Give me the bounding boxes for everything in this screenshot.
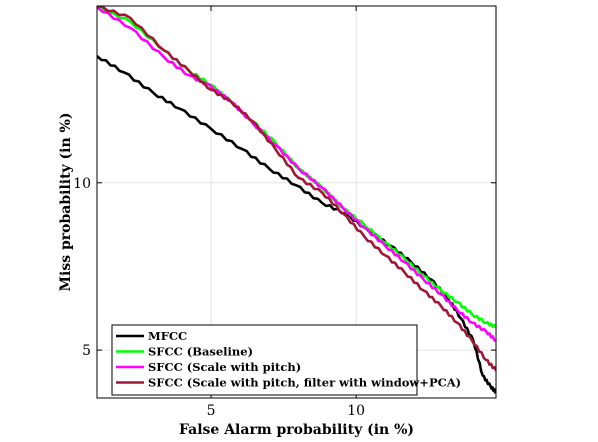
- legend-box: [111, 324, 418, 396]
- series-line-4: [97, 6, 496, 372]
- y-tick-label: 10: [73, 176, 91, 192]
- y-axis-title: Miss probability (in %): [58, 113, 74, 292]
- y-tick-label: 5: [82, 343, 91, 359]
- legend-label-3: SFCC (Scale with pitch): [148, 360, 301, 374]
- plot-frame: [96, 5, 497, 399]
- x-tick-label: 5: [207, 403, 216, 419]
- x-tick-label: 10: [347, 403, 365, 419]
- x-axis-title: False Alarm probability (in %): [179, 422, 414, 438]
- legend-label-2: SFCC (Baseline): [148, 345, 253, 359]
- axis-ticks: 5 10 5 10: [73, 6, 496, 419]
- series-layer: [97, 6, 496, 394]
- legend-label-1: MFCC: [148, 329, 187, 343]
- legend-label-4: SFCC (Scale with pitch, filter with wind…: [148, 376, 461, 390]
